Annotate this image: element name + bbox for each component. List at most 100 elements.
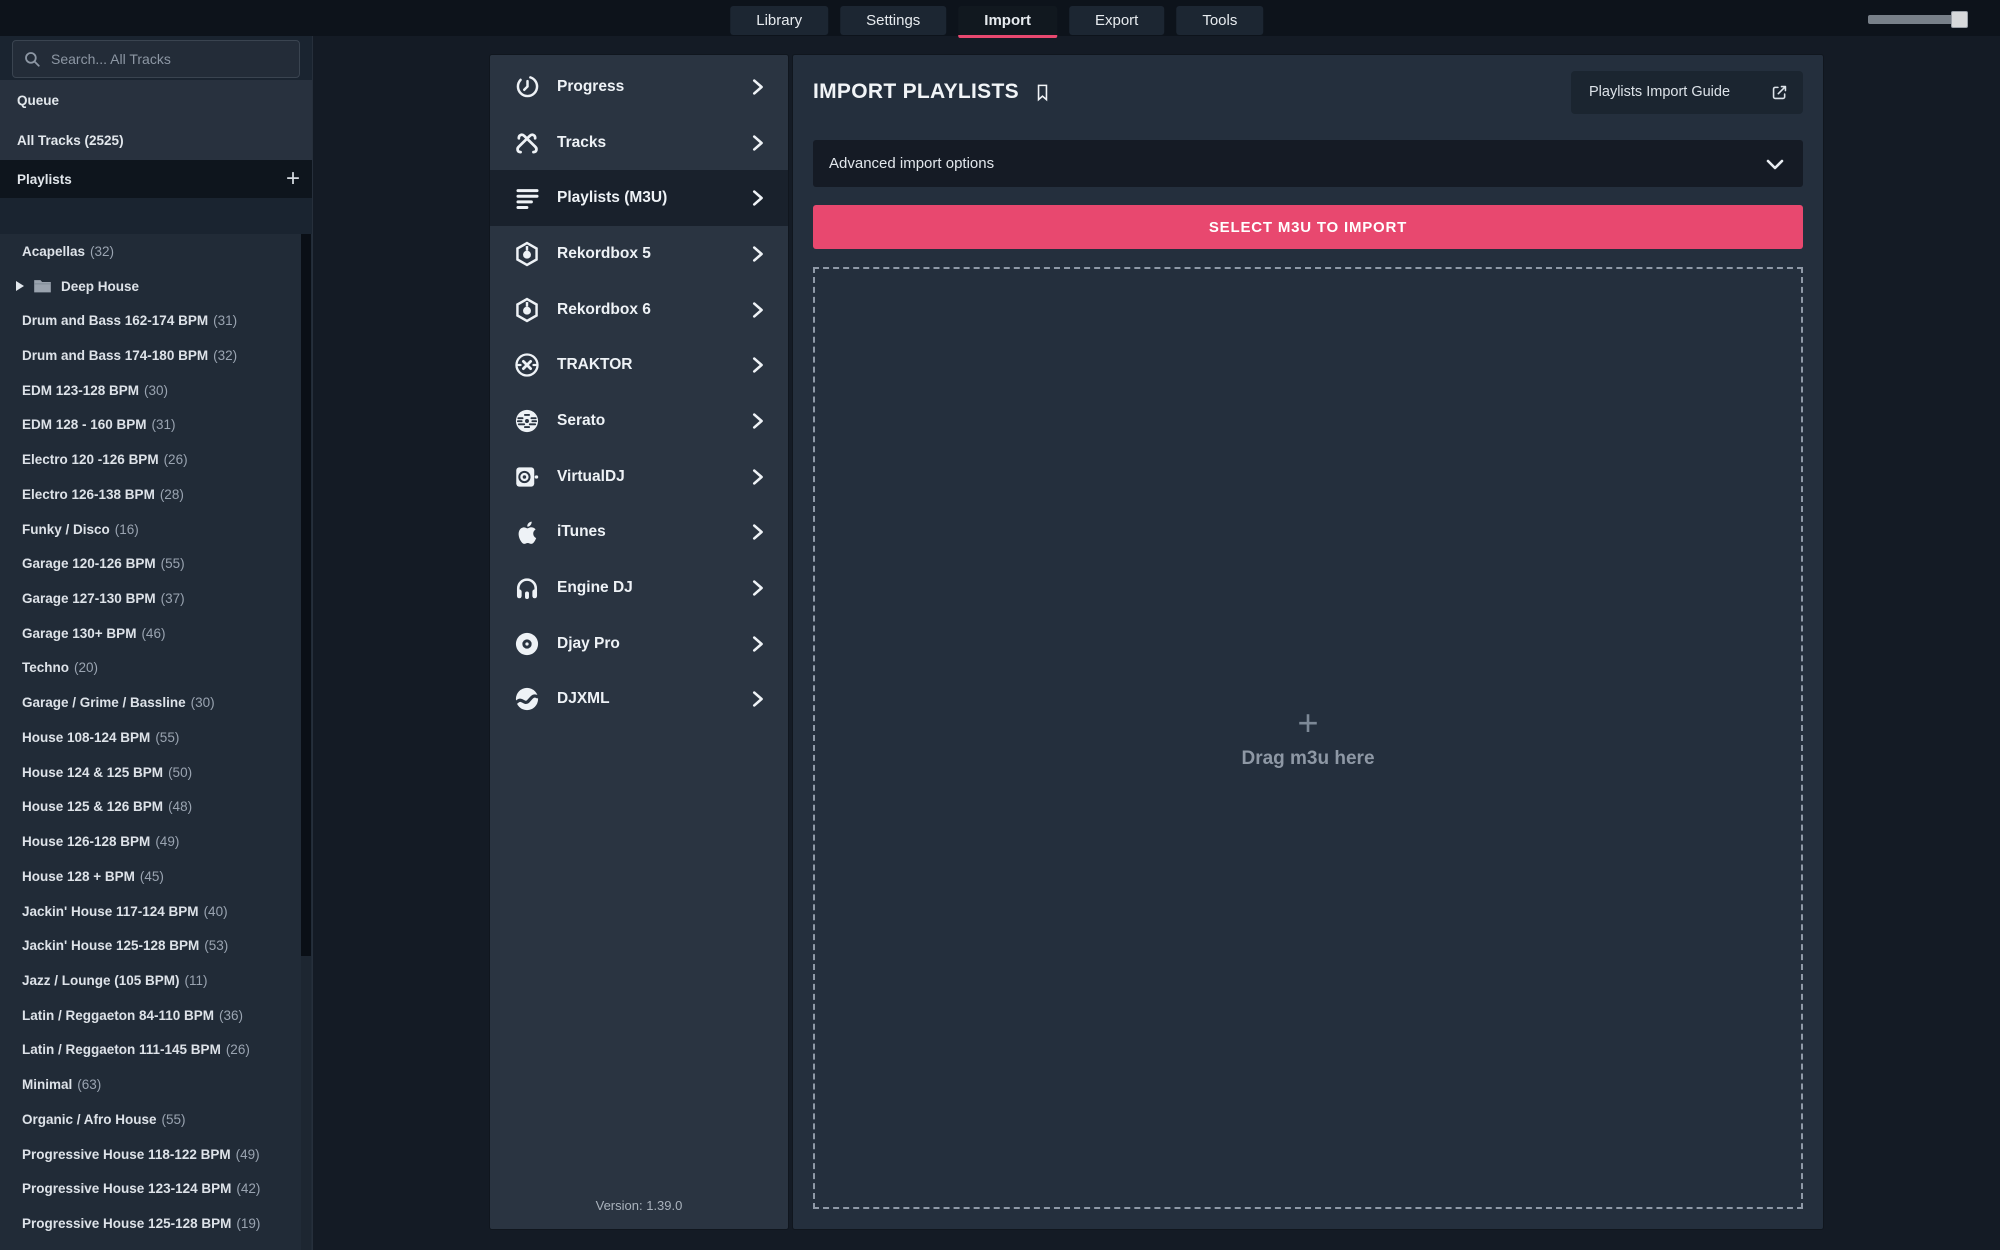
playlist-row[interactable]: EDM 123-128 BPM (30) bbox=[0, 373, 312, 408]
import-source-serato[interactable]: Serato bbox=[490, 393, 788, 449]
slider-thumb[interactable] bbox=[1951, 11, 1968, 28]
import-source-enginedj[interactable]: Engine DJ bbox=[490, 560, 788, 616]
playlist-row[interactable]: Progressive House 125-128 BPM (19) bbox=[0, 1206, 312, 1241]
tracks-icon bbox=[510, 129, 544, 157]
playlist-row[interactable]: Progressive House 118-122 BPM (49) bbox=[0, 1137, 312, 1172]
playlist-count: (63) bbox=[77, 1077, 102, 1093]
playlist-row[interactable]: Jazz / Lounge (105 BPM) (11) bbox=[0, 963, 312, 998]
playlist-name: Jazz / Lounge (105 BPM) bbox=[22, 972, 180, 988]
advanced-import-options-toggle[interactable]: Advanced import options bbox=[813, 140, 1803, 187]
menu-item-label: VirtualDJ bbox=[557, 467, 625, 485]
rekordbox-icon bbox=[510, 296, 544, 324]
playlist-row[interactable]: Drum and Bass 162-174 BPM (31) bbox=[0, 303, 312, 338]
import-playlists-panel: IMPORT PLAYLISTS Playlists Import Guide … bbox=[792, 54, 1824, 1230]
m3u-dropzone[interactable]: + Drag m3u here bbox=[813, 267, 1803, 1209]
playlist-row[interactable]: Latin / Reggaeton 84-110 BPM (36) bbox=[0, 998, 312, 1033]
clock-icon bbox=[510, 73, 544, 100]
playlist-name: Jackin' House 117-124 BPM bbox=[22, 903, 199, 919]
sidebar-item-queue[interactable]: Queue bbox=[17, 92, 60, 108]
chevron-right-icon bbox=[746, 354, 768, 376]
playlist-row[interactable]: Funky / Disco (16) bbox=[0, 512, 312, 547]
playlist-row[interactable]: Drum and Bass 174-180 BPM (32) bbox=[0, 338, 312, 373]
playlist-count: (26) bbox=[225, 1042, 250, 1058]
playlist-row[interactable]: House 126-128 BPM (49) bbox=[0, 824, 312, 859]
playlist-row[interactable]: Organic / Afro House (55) bbox=[0, 1102, 312, 1137]
vinyl-icon bbox=[510, 630, 544, 658]
playlist-name: Drum and Bass 162-174 BPM bbox=[22, 313, 209, 329]
sidebar-item-all-tracks[interactable]: All Tracks (2525) bbox=[17, 132, 124, 148]
playlist-row[interactable]: Minimal (63) bbox=[0, 1067, 312, 1102]
playlist-count: (19) bbox=[236, 1215, 261, 1231]
playlist-row[interactable]: Jackin' House 117-124 BPM (40) bbox=[0, 894, 312, 929]
playlist-row[interactable]: Garage 130+ BPM (46) bbox=[0, 616, 312, 651]
expand-arrow-icon[interactable] bbox=[16, 281, 24, 292]
nav-export-button[interactable]: Export bbox=[1068, 6, 1165, 35]
menu-item-label: TRAKTOR bbox=[557, 356, 633, 374]
nav-library-button[interactable]: Library bbox=[730, 6, 829, 35]
chevron-down-icon bbox=[1763, 152, 1787, 176]
search-input[interactable] bbox=[12, 40, 300, 78]
playlist-count: (40) bbox=[203, 903, 228, 919]
top-right-slider[interactable] bbox=[1868, 11, 1968, 28]
add-playlist-button[interactable]: + bbox=[285, 165, 300, 192]
playlist-row[interactable]: Deep House bbox=[0, 269, 312, 304]
playlist-count: (46) bbox=[141, 625, 166, 641]
playlist-row[interactable]: Electro 120 -126 BPM (26) bbox=[0, 442, 312, 477]
playlist-row[interactable]: Garage 120-126 BPM (55) bbox=[0, 546, 312, 581]
import-source-menu: Progress Tracks Playlists (M3U) Rekordbo… bbox=[489, 54, 789, 1230]
playlist-list: Acapellas (32) Deep House Drum and Bass … bbox=[0, 234, 312, 1250]
chevron-right-icon bbox=[746, 187, 768, 209]
playlist-row[interactable]: House 128 + BPM (45) bbox=[0, 859, 312, 894]
playlist-row[interactable]: Garage / Grime / Bassline (30) bbox=[0, 685, 312, 720]
import-source-traktor[interactable]: TRAKTOR bbox=[490, 337, 788, 393]
library-shortcuts: Queue All Tracks (2525) bbox=[0, 80, 312, 160]
playlists-header-label: Playlists bbox=[17, 171, 72, 187]
import-source-djaypro[interactable]: Djay Pro bbox=[490, 616, 788, 672]
playlist-row[interactable]: Acapellas (32) bbox=[0, 234, 312, 269]
bookmark-icon[interactable] bbox=[1033, 81, 1052, 104]
playlist-row[interactable]: Electro 126-138 BPM (28) bbox=[0, 477, 312, 512]
import-source-tracks[interactable]: Tracks bbox=[490, 115, 788, 171]
external-link-icon bbox=[1770, 83, 1789, 102]
playlist-row[interactable]: Soulful House (Chilled) (42) bbox=[0, 1241, 312, 1250]
playlist-row[interactable]: Latin / Reggaeton 111-145 BPM (26) bbox=[0, 1033, 312, 1068]
import-source-itunes[interactable]: iTunes bbox=[490, 505, 788, 561]
playlists-import-guide-button[interactable]: Playlists Import Guide bbox=[1571, 70, 1803, 114]
playlist-row[interactable]: Jackin' House 125-128 BPM (53) bbox=[0, 928, 312, 963]
menu-item-label: Tracks bbox=[557, 133, 607, 151]
panel-header: IMPORT PLAYLISTS Playlists Import Guide bbox=[813, 69, 1803, 115]
playlist-name: EDM 123-128 BPM bbox=[22, 382, 140, 398]
active-tab-underline bbox=[958, 35, 1057, 38]
playlist-row[interactable]: Garage 127-130 BPM (37) bbox=[0, 581, 312, 616]
playlist-count: (55) bbox=[155, 729, 180, 745]
import-source-djxml[interactable]: DJXML bbox=[490, 672, 788, 728]
menu-item-label: iTunes bbox=[557, 523, 606, 541]
playlist-row[interactable]: House 108-124 BPM (55) bbox=[0, 720, 312, 755]
nav-import-button[interactable]: Import bbox=[958, 6, 1057, 38]
import-source-rekordbox6[interactable]: Rekordbox 6 bbox=[490, 282, 788, 338]
menu-item-label: Playlists (M3U) bbox=[557, 189, 668, 207]
select-m3u-to-import-button[interactable]: SELECT M3U TO IMPORT bbox=[813, 205, 1803, 249]
sidebar-scrollbar-thumb[interactable] bbox=[301, 234, 311, 956]
import-source-playlists-m3u[interactable]: Playlists (M3U) bbox=[490, 170, 788, 227]
playlist-row[interactable]: Progressive House 123-124 BPM (42) bbox=[0, 1171, 312, 1206]
folder-icon bbox=[33, 278, 52, 294]
playlist-name: Deep House bbox=[61, 278, 140, 294]
playlists-header[interactable]: Playlists + bbox=[0, 160, 312, 198]
playlist-row[interactable]: House 125 & 126 BPM (48) bbox=[0, 790, 312, 825]
traktor-icon bbox=[510, 351, 544, 379]
import-source-progress[interactable]: Progress bbox=[490, 59, 788, 115]
version-label: Version: 1.39.0 bbox=[595, 1198, 683, 1213]
playlist-name: Garage 130+ BPM bbox=[22, 625, 137, 641]
nav-tools-button[interactable]: Tools bbox=[1176, 6, 1264, 35]
playlist-name: Garage 120-126 BPM bbox=[22, 556, 156, 572]
playlist-row[interactable]: EDM 128 - 160 BPM (31) bbox=[0, 408, 312, 443]
playlist-row[interactable]: Techno (20) bbox=[0, 651, 312, 686]
menu-item-label: Djay Pro bbox=[557, 634, 620, 652]
playlist-count: (32) bbox=[213, 348, 238, 364]
nav-settings-button[interactable]: Settings bbox=[840, 6, 947, 35]
playlist-count: (45) bbox=[139, 868, 164, 884]
import-source-virtualdj[interactable]: VirtualDJ bbox=[490, 449, 788, 505]
playlist-row[interactable]: House 124 & 125 BPM (50) bbox=[0, 755, 312, 790]
import-source-rekordbox5[interactable]: Rekordbox 5 bbox=[490, 226, 788, 282]
